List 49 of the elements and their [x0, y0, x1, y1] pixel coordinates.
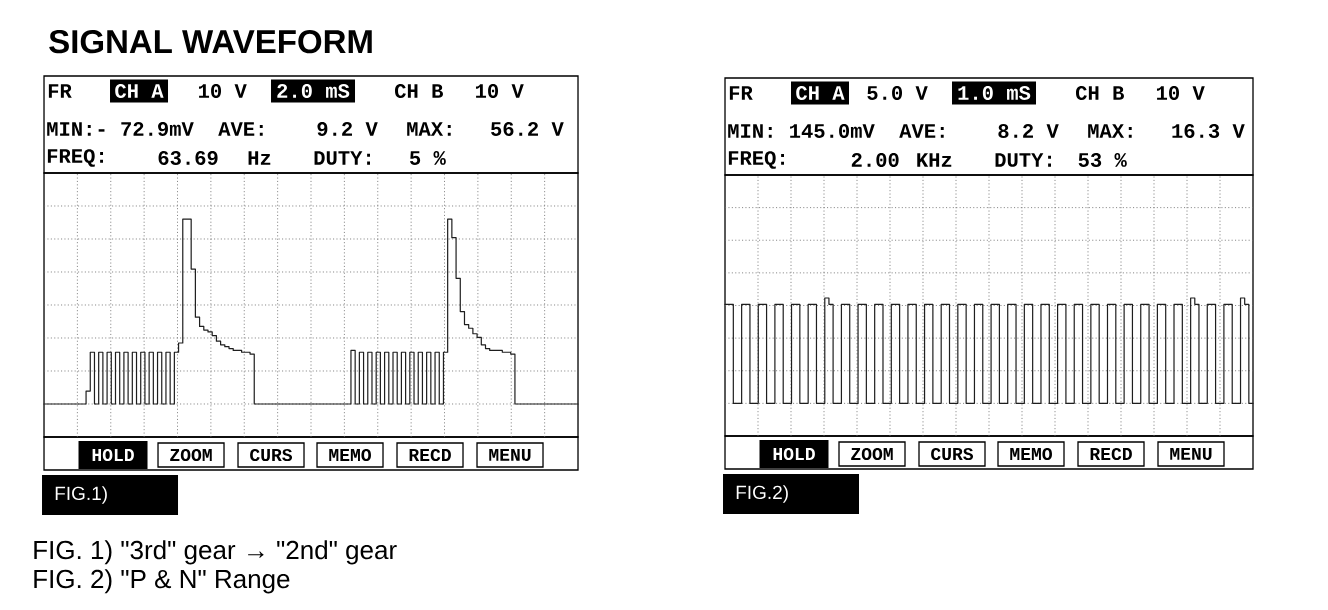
text: MAX: — [407, 122, 451, 136]
text: Hz — [248, 151, 271, 165]
text: 2.0 mS — [277, 84, 350, 98]
text: MEMO — [329, 448, 371, 462]
text: CH B — [1076, 86, 1124, 100]
text: CURS — [931, 447, 974, 461]
text: CH A — [115, 84, 164, 98]
text: 53 % — [1078, 153, 1127, 167]
text: MEMO — [1010, 447, 1052, 461]
text: 10 V — [198, 84, 247, 98]
text: 9.2 V — [317, 122, 378, 136]
text: RECD — [1090, 447, 1132, 461]
text: AVE: — [899, 124, 944, 138]
text: MIN: 145.0mV — [728, 124, 875, 138]
caption: FIG.1) — [55, 486, 107, 504]
text: ZOOM — [851, 447, 893, 461]
text: CURS — [250, 448, 293, 462]
text: MENU — [489, 448, 531, 462]
text: FR — [729, 86, 753, 100]
caption: FIG.2) — [736, 485, 788, 503]
text: 5 % — [409, 151, 446, 165]
text: FREQ: — [47, 149, 104, 167]
text: CH B — [395, 84, 443, 98]
text: DUTY: — [995, 153, 1051, 167]
text: MAX: — [1088, 124, 1132, 138]
chart-title: SIGNAL WAVEFORM — [49, 29, 372, 54]
text: MENU — [1170, 447, 1212, 461]
text: DUTY: — [314, 151, 370, 165]
text: 16.3 V — [1172, 124, 1245, 138]
text: KHz — [917, 153, 952, 167]
text: HOLD — [92, 448, 134, 462]
text: RECD — [409, 448, 451, 462]
text: ZOOM — [170, 448, 212, 462]
text: 10 V — [475, 84, 524, 98]
text: 5.0 V — [867, 86, 928, 100]
text: 10 V — [1156, 86, 1205, 100]
caption: FIG. 1) "3rd" gear → "2nd" gear — [34, 540, 397, 565]
text: 1.0 mS — [958, 86, 1031, 100]
text: 2.00 — [851, 153, 899, 167]
caption: FIG. 2) "P & N" Range — [34, 569, 290, 594]
text: 8.2 V — [998, 124, 1059, 138]
text: HOLD — [773, 447, 815, 461]
text: AVE: — [218, 122, 263, 136]
text: CH A — [796, 86, 845, 100]
text: 56.2 V — [491, 122, 564, 136]
text: FR — [48, 84, 72, 98]
text: 63.69 — [158, 151, 218, 165]
text: FREQ: — [728, 151, 784, 169]
text: MIN:- 72.9mV — [47, 122, 194, 136]
